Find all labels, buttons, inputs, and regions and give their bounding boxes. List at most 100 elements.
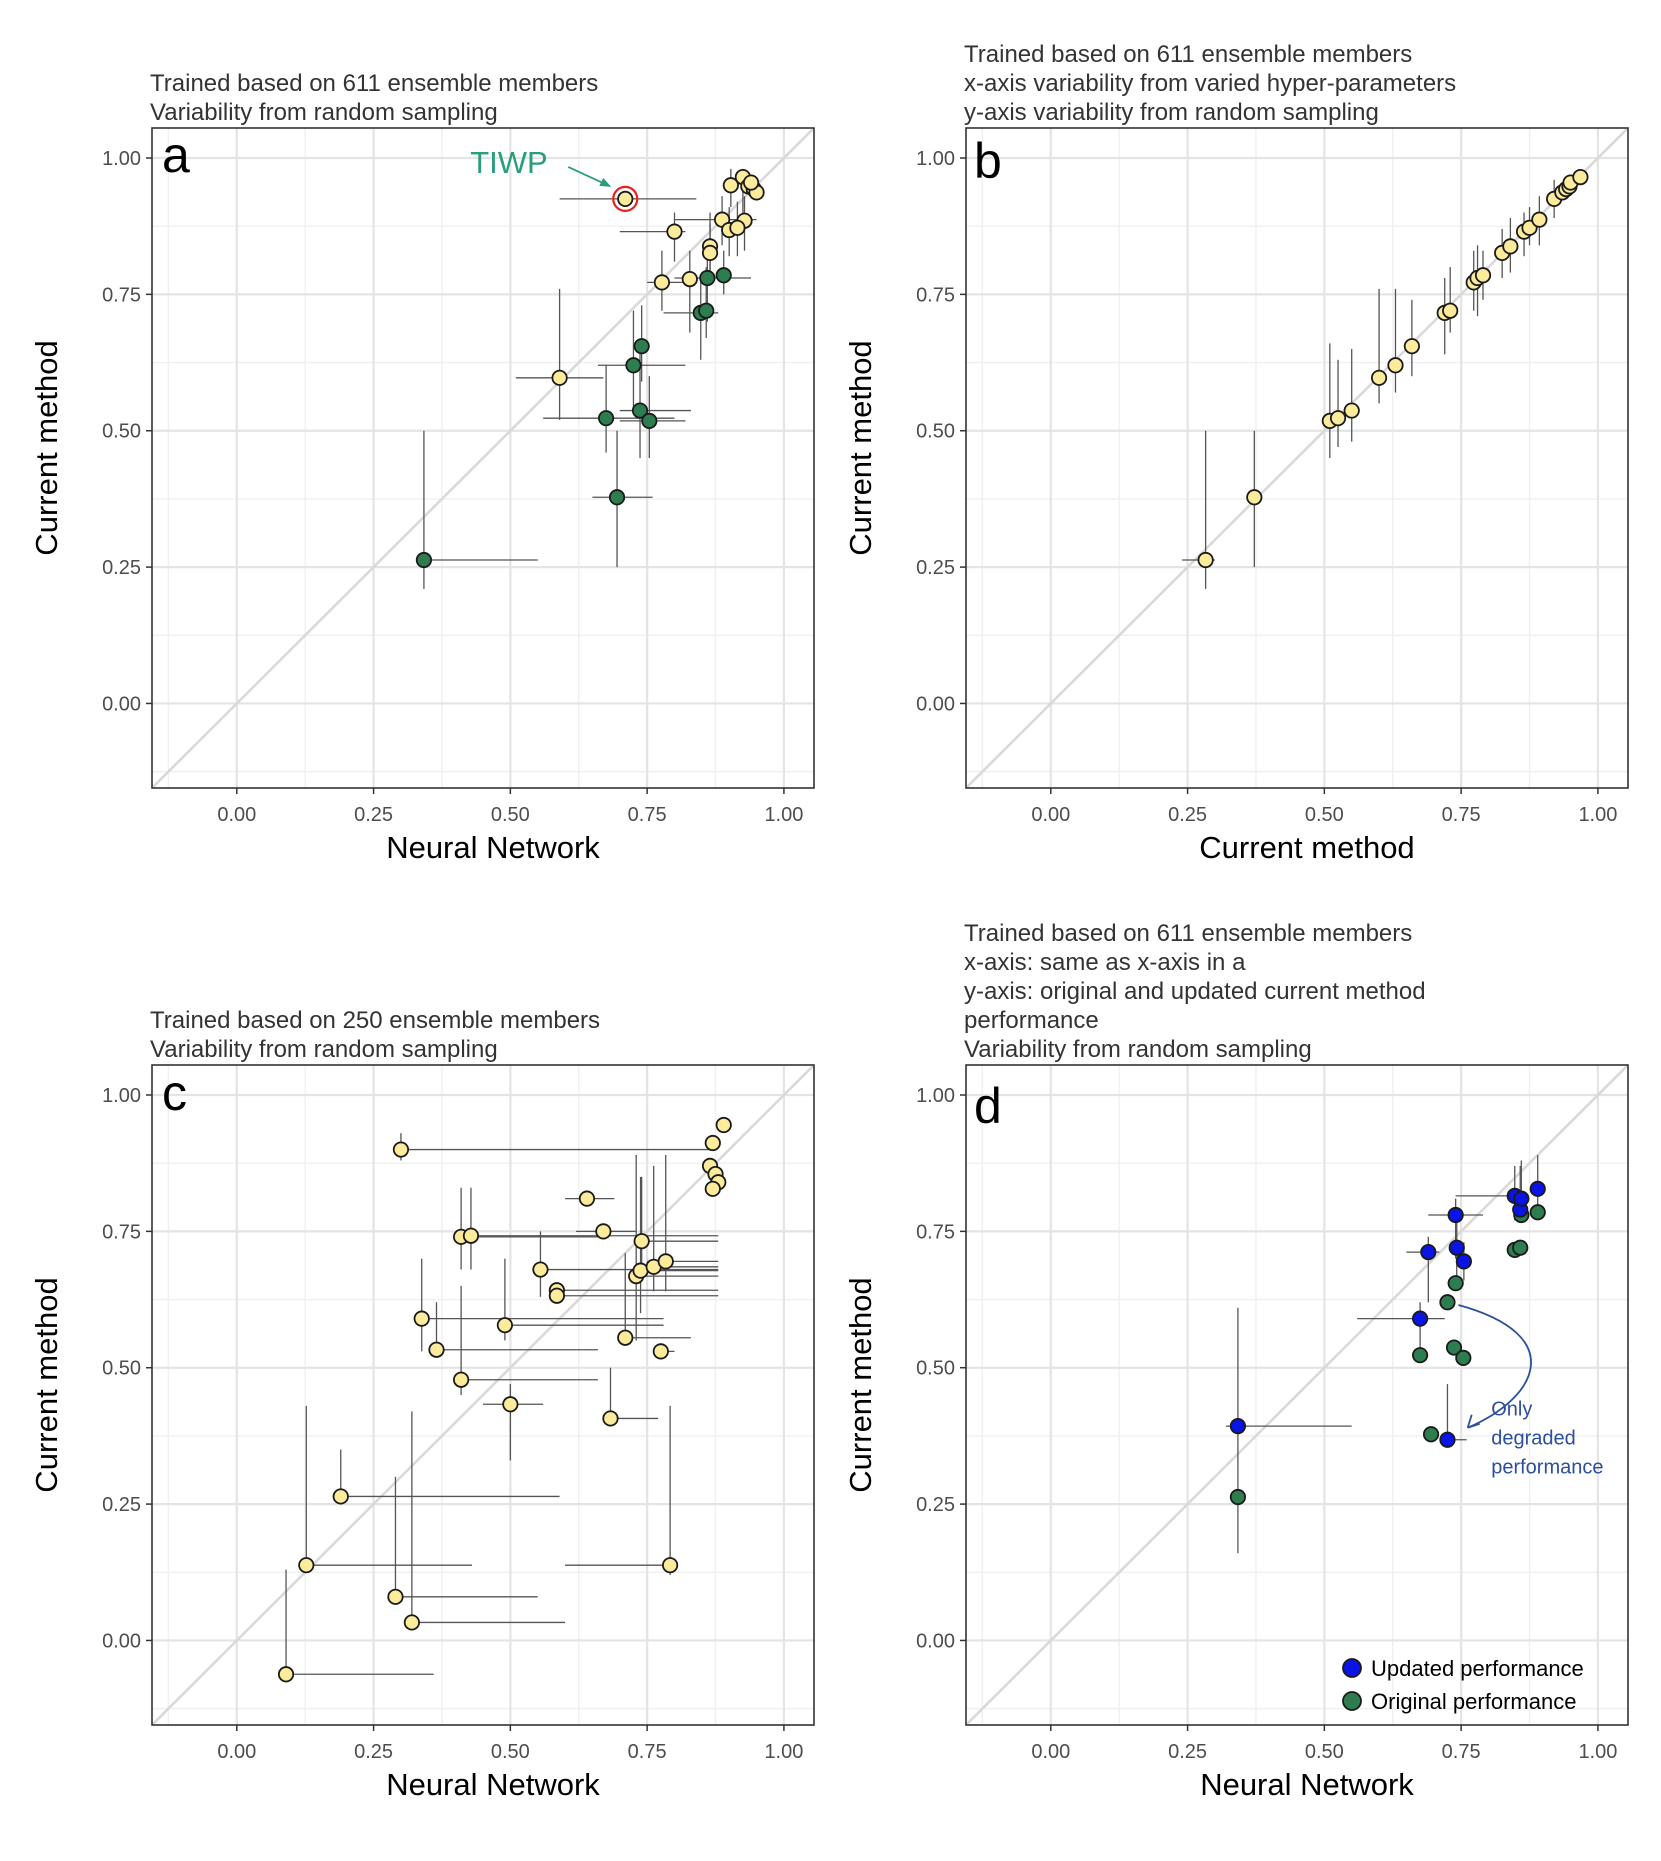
data-point (1445, 1339, 1463, 1356)
axis-ticks: 0.00 0.00 0.25 0.25 0.50 0.50 0.75 0.75 1.00 1.00 (916, 1085, 1617, 1763)
data-point (1455, 1253, 1472, 1270)
tiwp-annotation: TIWP (470, 145, 548, 180)
data-point (1455, 1349, 1472, 1367)
data-point (1447, 1206, 1464, 1224)
data-point (1420, 1243, 1437, 1261)
data-point (631, 402, 649, 419)
y-tick-label: 1.00 (916, 1085, 955, 1107)
data-point (1197, 551, 1214, 569)
y-tick-label: 0.50 (916, 1358, 955, 1380)
panel-b: Trained based on 611 ensemble membersx-a… (843, 41, 1629, 865)
legend: Updated performance Original performance (1342, 1656, 1584, 1714)
legend-key (1342, 1691, 1362, 1711)
data-point (698, 302, 715, 319)
identity-line (966, 1065, 1628, 1725)
data-point (602, 1410, 619, 1427)
y-tick-label: 0.00 (916, 1630, 955, 1652)
data-point (1474, 267, 1492, 284)
panel-a: Trained based on 611 ensemble membersVar… (29, 70, 815, 865)
data-point (1343, 402, 1360, 419)
tiwp-arrow-head (599, 177, 612, 187)
data-point (617, 1329, 634, 1346)
data-point (578, 1190, 596, 1207)
data-point (625, 357, 642, 374)
panel-subtitle-line: Variability from random sampling (964, 1036, 1312, 1063)
x-tick-label: 0.75 (628, 804, 667, 826)
data-point (453, 1371, 470, 1388)
data-point (1439, 1294, 1456, 1311)
data-points (415, 168, 765, 569)
y-axis-label: Current method (29, 1277, 64, 1492)
x-tick-label: 0.25 (354, 1741, 393, 1763)
data-point (1448, 1239, 1465, 1256)
data-point (1529, 1180, 1546, 1197)
panel-subtitle-line: performance (964, 1007, 1099, 1034)
x-tick-label: 0.50 (1305, 1741, 1344, 1763)
data-point (704, 1180, 721, 1197)
data-point (413, 1310, 430, 1327)
data-point (403, 1614, 420, 1631)
panel-label: c (162, 1065, 187, 1121)
panel-border (151, 1064, 815, 1726)
data-point (666, 223, 683, 240)
data-point (496, 1317, 513, 1334)
data-point (1512, 1239, 1529, 1256)
legend-label: Original performance (1371, 1689, 1576, 1714)
panel-subtitle-line: y-axis: original and updated current met… (964, 978, 1426, 1005)
y-tick-label: 1.00 (102, 148, 141, 170)
data-point (608, 489, 626, 506)
data-point (597, 410, 615, 427)
axis-ticks: 0.00 0.00 0.25 0.25 0.50 0.50 0.75 0.75 1.00 1.00 (916, 148, 1617, 826)
degraded-annotation-line: degraded (1491, 1428, 1576, 1450)
data-points (1229, 1180, 1546, 1506)
data-point (701, 244, 719, 262)
grid (966, 1065, 1628, 1725)
y-tick-label: 0.50 (102, 421, 141, 443)
y-tick-label: 0.75 (916, 284, 955, 306)
x-tick-label: 0.75 (1442, 1741, 1481, 1763)
y-tick-label: 0.75 (102, 284, 141, 306)
x-tick-label: 0.75 (628, 1741, 667, 1763)
data-point (502, 1396, 519, 1413)
y-tick-label: 0.25 (916, 1494, 955, 1516)
data-point (1531, 211, 1548, 228)
panel-subtitle-line: x-axis: same as x-axis in a (964, 949, 1246, 976)
y-axis-label: Current method (29, 340, 64, 555)
y-tick-label: 0.00 (102, 1630, 141, 1652)
panel-border (965, 1064, 1629, 1726)
data-point (681, 270, 698, 288)
x-axis-label: Neural Network (386, 1767, 600, 1802)
panel-label: b (974, 133, 1002, 189)
x-tick-label: 0.00 (217, 1741, 256, 1763)
data-point (633, 1233, 650, 1250)
grid (152, 1065, 814, 1725)
data-point (1513, 1190, 1530, 1207)
panel-label: a (162, 127, 190, 183)
data-point (715, 267, 732, 284)
y-tick-label: 1.00 (102, 1085, 141, 1107)
y-tick-label: 0.50 (102, 1358, 141, 1380)
panel-subtitle-line: y-axis variability from random sampling (964, 99, 1379, 126)
x-tick-label: 0.50 (1305, 804, 1344, 826)
y-axis-label: Current method (843, 340, 878, 555)
x-tick-label: 0.25 (1168, 804, 1207, 826)
data-point (652, 1343, 669, 1360)
y-tick-label: 0.00 (102, 693, 141, 715)
data-point (1529, 1204, 1546, 1221)
x-axis-label: Current method (1199, 830, 1414, 865)
data-point (1411, 1310, 1429, 1327)
data-point (1502, 238, 1519, 255)
panel-subtitle-line: Trained based on 250 ensemble members (150, 1007, 600, 1034)
degraded-arrow-line (1458, 1304, 1532, 1429)
axis-ticks: 0.00 0.00 0.25 0.25 0.50 0.50 0.75 0.75 1.00 1.00 (102, 148, 803, 826)
data-point (632, 1262, 649, 1279)
data-point (1229, 1488, 1247, 1506)
y-tick-label: 1.00 (916, 148, 955, 170)
x-tick-label: 0.25 (1168, 1741, 1207, 1763)
grid (152, 128, 814, 788)
x-tick-label: 1.00 (1578, 1741, 1617, 1763)
identity-line (152, 128, 814, 788)
data-point (699, 269, 716, 287)
data-point (277, 1666, 295, 1683)
